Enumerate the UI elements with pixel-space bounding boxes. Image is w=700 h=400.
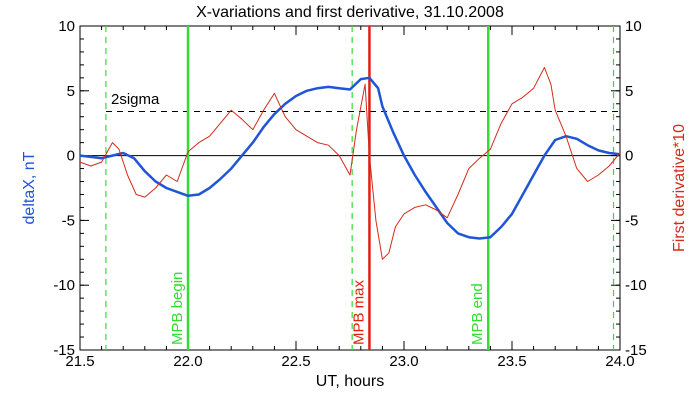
y-tick-label-left: 10 [58, 18, 75, 35]
y-tick-label-left: -15 [53, 342, 75, 359]
x-tick-label: 23.5 [497, 353, 526, 370]
y-tick-label-right: 5 [625, 83, 633, 100]
y-tick-label-left: -5 [62, 212, 75, 229]
x-tick-label: 21.5 [65, 353, 94, 370]
y-tick-label-left: 5 [67, 83, 75, 100]
series-line-deltax [79, 76, 621, 240]
y-tick-label-right: -10 [625, 277, 647, 294]
threshold-label: 2sigma [111, 91, 160, 108]
x-axis-label: UT, hours [316, 373, 384, 390]
y-tick-label-left: 0 [67, 148, 75, 165]
x-tick-label: 22.5 [281, 353, 310, 370]
y-axis-label-right: First derivative*10 [671, 124, 688, 252]
series-line-derivative [79, 67, 621, 260]
y-tick-label-right: -5 [625, 212, 638, 229]
chart-title: X-variations and first derivative, 31.10… [196, 4, 504, 21]
reference-lines [80, 111, 620, 157]
y-tick-label-right: 0 [625, 148, 633, 165]
marker-label: MPB end [469, 283, 486, 345]
tick-labels: 21.5 22.0 22.5 23.0 23.5 24.0 10 10 5 5 0 0 -5 -5 -10 -… [53, 18, 646, 370]
vertical-markers: MPB begin MPB max MPB end [105, 26, 615, 350]
y-axis-label-left: deltaX, nT [21, 151, 38, 224]
x-tick-label: 22.0 [173, 353, 202, 370]
plot-frame [79, 25, 621, 351]
y-tick-label-right: 10 [625, 18, 642, 35]
x-tick-label: 23.0 [389, 353, 418, 370]
series-lines [79, 67, 621, 260]
y-tick-label-right: -15 [625, 342, 647, 359]
y-tick-label-left: -10 [53, 277, 75, 294]
marker-label: MPB max [350, 279, 367, 345]
marker-label: MPB begin [169, 272, 186, 345]
x-tick-label: 24.0 [605, 353, 634, 370]
